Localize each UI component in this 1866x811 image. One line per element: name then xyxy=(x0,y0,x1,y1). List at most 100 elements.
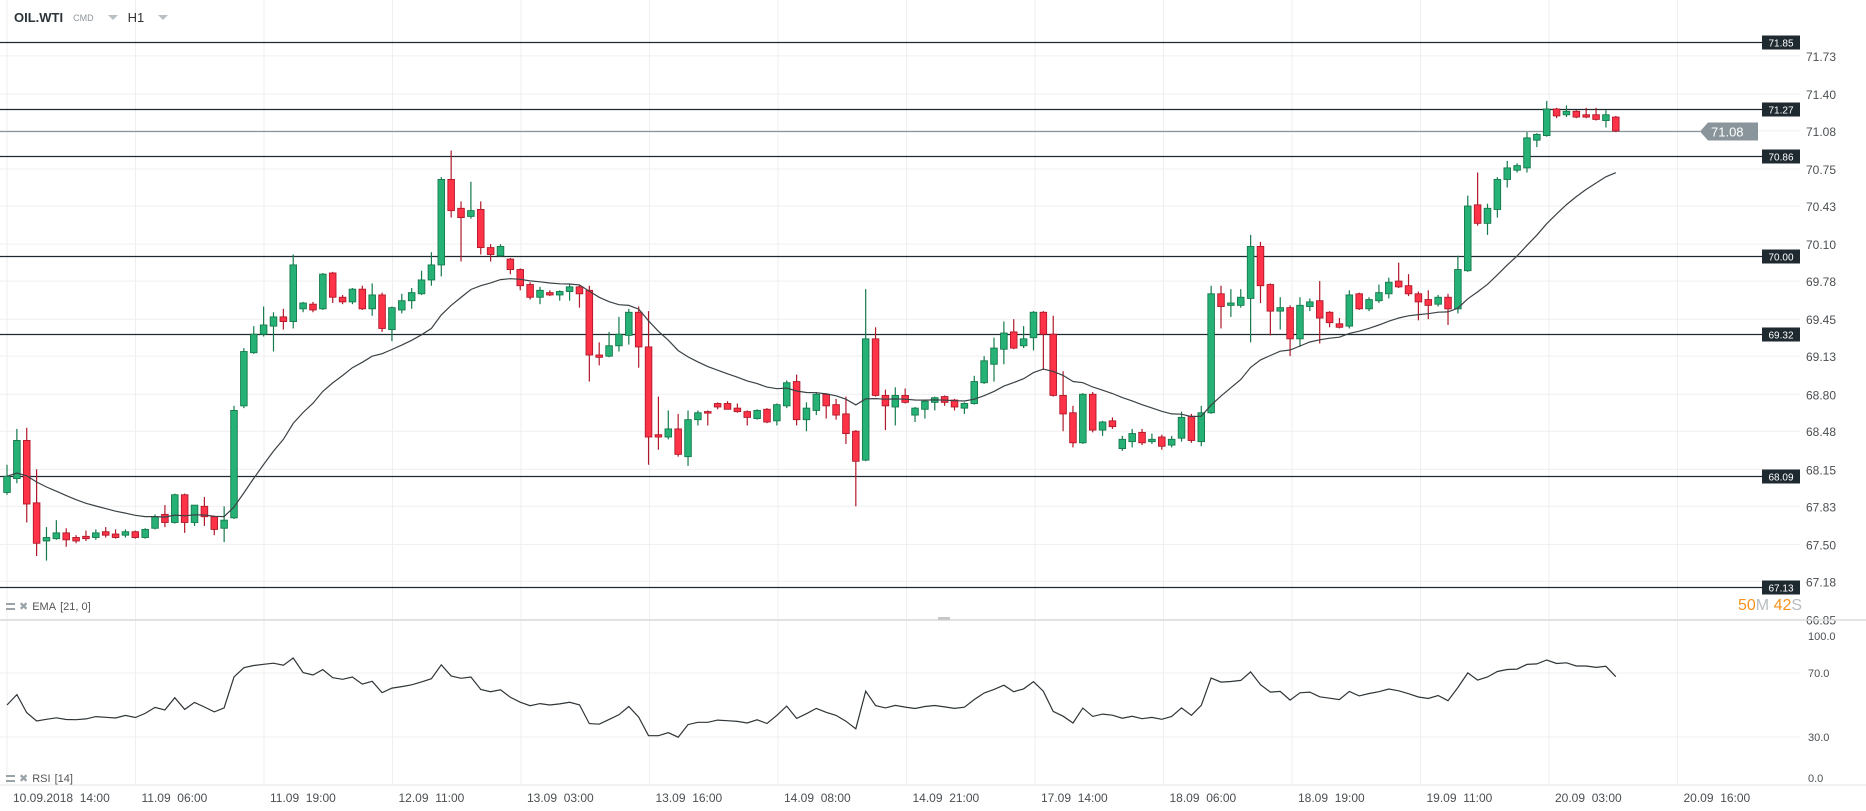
bearish-candle xyxy=(526,282,534,300)
candle-body xyxy=(1029,311,1038,339)
bullish-candle xyxy=(190,504,199,526)
bullish-candle xyxy=(625,308,633,345)
bullish-candle xyxy=(467,181,475,219)
bearish-candle xyxy=(644,311,653,465)
symbol-dropdown-chevron-icon[interactable] xyxy=(107,15,118,20)
rsi-axis-label: 100.0 xyxy=(1808,631,1836,643)
remove-indicator-icon[interactable]: ✖ xyxy=(19,773,29,785)
candle-body xyxy=(52,532,61,540)
symbol-name[interactable]: OIL.WTI xyxy=(14,10,64,25)
candle-body xyxy=(151,516,159,529)
bullish-candle xyxy=(1128,428,1136,448)
bearish-candle xyxy=(842,396,850,444)
bearish-candle xyxy=(743,410,752,426)
candle-body xyxy=(990,347,998,365)
candle-body xyxy=(565,286,574,292)
candle-body xyxy=(1217,293,1225,307)
candle-body xyxy=(62,532,70,541)
bearish-candle xyxy=(575,284,584,308)
candle-body xyxy=(240,351,248,407)
bullish-candle xyxy=(1434,294,1442,307)
candle-body xyxy=(1483,207,1492,224)
time-axis-label: 18.09 19:00 xyxy=(1298,791,1365,805)
candle-body xyxy=(921,400,929,410)
price-axis-label: 67.83 xyxy=(1806,500,1836,514)
time-axis-label: 18.09 06:00 xyxy=(1170,791,1237,805)
bullish-candle xyxy=(1464,195,1472,272)
candle-body xyxy=(694,412,702,421)
bullish-candle xyxy=(1098,420,1107,436)
bearish-candle xyxy=(1108,417,1117,429)
bearish-candle xyxy=(1286,305,1294,357)
candle-body xyxy=(1434,296,1442,305)
bearish-candle xyxy=(309,301,317,313)
bullish-candle xyxy=(299,301,307,313)
bullish-candle xyxy=(1177,411,1186,442)
price-axis-label: 68.80 xyxy=(1806,388,1836,402)
bullish-candle xyxy=(1375,284,1383,304)
ema-name: EMA xyxy=(32,600,57,613)
panel-resize-handle[interactable] xyxy=(938,617,950,620)
candle-body xyxy=(842,413,850,434)
indicator-menu-icon[interactable] xyxy=(6,775,15,782)
price-axis-label: 71.40 xyxy=(1806,88,1836,102)
candle-body xyxy=(1602,114,1610,121)
bearish-candle xyxy=(328,271,337,304)
candle-body xyxy=(1582,114,1590,118)
candle-body xyxy=(1069,412,1077,444)
candle-body xyxy=(338,296,347,303)
timeframe-selector[interactable]: H1 xyxy=(127,10,145,25)
candle-body xyxy=(1227,302,1235,306)
bullish-candle xyxy=(1236,289,1245,308)
bullish-candle xyxy=(52,520,61,540)
candle-body xyxy=(279,316,288,322)
indicator-menu-icon[interactable] xyxy=(6,603,15,610)
candle-body xyxy=(477,209,485,249)
bullish-candle xyxy=(921,400,929,419)
remove-indicator-icon[interactable]: ✖ xyxy=(19,601,29,613)
bearish-candle xyxy=(1325,311,1334,328)
bearish-candle xyxy=(378,292,386,332)
bearish-candle xyxy=(1256,241,1265,304)
candle-body xyxy=(634,311,643,348)
candle-body xyxy=(1325,311,1334,324)
level-lines: 71.85 71.27 70.86 70.00 69.32 68.09 67.13 xyxy=(0,35,1800,595)
bearish-candle xyxy=(871,327,880,397)
bearish-candle xyxy=(674,413,682,457)
bullish-candle xyxy=(694,410,702,426)
bullish-candle xyxy=(1167,435,1176,448)
bullish-candle xyxy=(753,409,761,420)
bearish-candle xyxy=(1069,405,1077,448)
candle-body xyxy=(792,381,801,421)
level-price-box xyxy=(1762,149,1800,164)
candle-body xyxy=(654,434,663,438)
candle-body xyxy=(1454,269,1462,310)
candle-body xyxy=(496,245,505,257)
candle-body xyxy=(516,269,524,287)
candle-body xyxy=(190,504,199,523)
candle-body xyxy=(101,531,110,536)
bullish-candle xyxy=(891,387,900,426)
bearish-candle xyxy=(200,497,209,526)
time-axis-label: 13.09 03:00 xyxy=(527,791,594,805)
candle-body xyxy=(506,258,515,270)
bullish-candle xyxy=(1483,203,1492,235)
bullish-candle xyxy=(684,410,692,466)
level-price-label: 71.27 xyxy=(1768,106,1793,117)
timeframe-dropdown-chevron-icon[interactable] xyxy=(158,15,169,20)
candle-body xyxy=(1286,307,1294,340)
candle-body xyxy=(960,403,969,409)
candle-body xyxy=(1444,296,1452,310)
level-price-label: 71.85 xyxy=(1768,39,1793,50)
chart-header: OIL.WTI CMD H1 xyxy=(14,10,169,25)
bullish-candle xyxy=(368,283,376,316)
bullish-candle xyxy=(1207,285,1215,414)
bullish-candle xyxy=(1306,298,1314,312)
bullish-candle xyxy=(398,293,406,314)
bearish-candle xyxy=(131,530,140,539)
bearish-candle xyxy=(447,150,455,218)
rsi-polyline xyxy=(6,657,1617,738)
candle-body xyxy=(171,494,179,523)
candle-body xyxy=(1335,323,1344,328)
